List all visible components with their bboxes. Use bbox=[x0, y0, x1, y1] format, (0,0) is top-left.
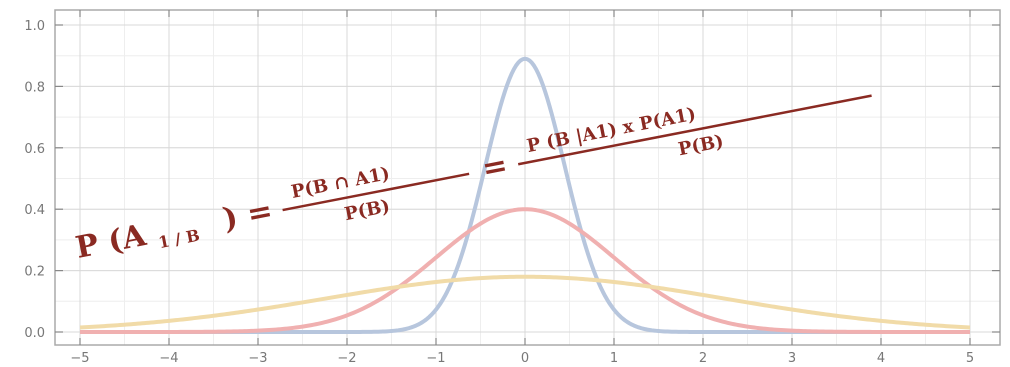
x-tick-label: 0 bbox=[521, 351, 529, 366]
y-tick-label: 0.4 bbox=[24, 203, 45, 218]
x-tick-label: −4 bbox=[159, 351, 178, 366]
plot-frame bbox=[54, 9, 1001, 346]
x-tick-label: −5 bbox=[70, 351, 89, 366]
x-tick-label: 3 bbox=[788, 351, 796, 366]
series-line-3 bbox=[79, 274, 971, 330]
x-tick-label: 5 bbox=[966, 351, 974, 366]
x-tick-label: −2 bbox=[337, 351, 356, 366]
y-tick-label: 1.0 bbox=[24, 19, 45, 34]
x-tick-label: 4 bbox=[877, 351, 885, 366]
x-tick-label: 2 bbox=[699, 351, 707, 366]
x-tick-label: 1 bbox=[610, 351, 618, 366]
axis-ticks bbox=[55, 10, 1000, 345]
y-tick-label: 0.8 bbox=[24, 80, 45, 95]
fraction2-bar bbox=[517, 94, 872, 166]
grid-lines bbox=[55, 10, 1000, 345]
y-tick-label: 0.0 bbox=[24, 326, 45, 341]
series-group bbox=[79, 56, 971, 334]
x-tick-label: −1 bbox=[426, 351, 445, 366]
tick-labels: −5 −4 −3 −2 −1 0 1 2 3 4 5 0.0 0.2 0.4 0.6 0.8 1.0 bbox=[24, 19, 974, 366]
y-tick-label: 0.2 bbox=[24, 265, 45, 280]
x-tick-label: −3 bbox=[248, 351, 267, 366]
y-tick-label: 0.6 bbox=[24, 142, 45, 157]
fraction1-bar bbox=[282, 172, 470, 212]
series-line-2 bbox=[80, 207, 970, 334]
